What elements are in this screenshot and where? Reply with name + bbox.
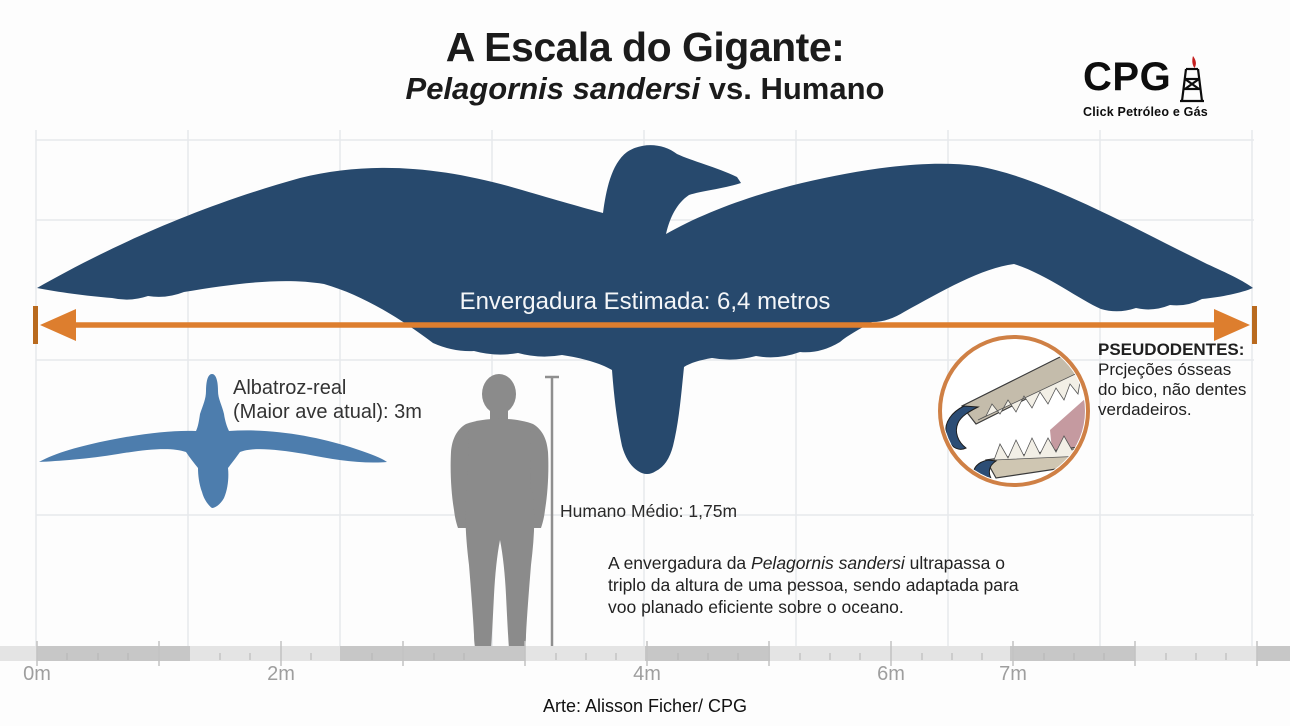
page-subtitle: Pelagornis sandersi vs. Humano bbox=[0, 71, 1290, 107]
pseudodentes-heading: PSEUDODENTES: bbox=[1098, 340, 1245, 359]
scale-label-4m: 4m bbox=[633, 663, 661, 685]
scale-label-2m: 2m bbox=[267, 663, 295, 685]
albatross-label: Albatroz-real (Maior ave atual): 3m bbox=[233, 377, 422, 423]
scale-label-0m: 0m bbox=[23, 663, 51, 685]
pseudodentes-inset bbox=[938, 335, 1090, 487]
subtitle-rest: vs. Humano bbox=[700, 71, 885, 106]
paragraph-species: Pelagornis sandersi bbox=[751, 553, 905, 573]
pseudodentes-body: Prcjeções ósseas do bico, não dentes ver… bbox=[1098, 360, 1247, 419]
scale-ruler bbox=[0, 641, 1290, 666]
wingspan-arrow bbox=[33, 306, 1257, 344]
logo-tagline: Click Petróleo e Gás bbox=[1083, 105, 1208, 119]
paragraph-after: ultrapassa o triplo da altura de uma pes… bbox=[608, 553, 1019, 617]
page-title: A Escala do Gigante: bbox=[445, 24, 845, 70]
pelagornis-silhouette-icon bbox=[37, 145, 1253, 474]
human-silhouette-icon bbox=[450, 374, 549, 649]
scale-label-7m: 7m bbox=[999, 663, 1027, 685]
albatross-silhouette-icon bbox=[39, 374, 387, 508]
art-credit: Arte: Alisson Ficher/ CPG bbox=[542, 696, 748, 716]
human-height-measure-line bbox=[545, 375, 559, 650]
paragraph-before: A envergadura da bbox=[608, 553, 752, 573]
wingspan-label: Envergadura Estimada: 6,4 metros bbox=[459, 288, 831, 315]
logo-text: CPG bbox=[1083, 55, 1172, 99]
oil-derrick-icon bbox=[1180, 56, 1205, 103]
subtitle-species: Pelagornis sandersi bbox=[405, 71, 701, 106]
scale-label-6m: 6m bbox=[877, 663, 905, 685]
human-height-label: Humano Médio: 1,75m bbox=[560, 501, 738, 521]
beak-illustration-icon bbox=[945, 345, 1085, 482]
cpg-logo: CPG Click Petróleo e Gás bbox=[1083, 55, 1273, 119]
pseudodentes-caption: PSEUDODENTES: Prcjeções ósseas do bico, … bbox=[1098, 340, 1248, 420]
description-paragraph: A envergadura da Pelagornis sandersi ult… bbox=[608, 552, 1020, 618]
